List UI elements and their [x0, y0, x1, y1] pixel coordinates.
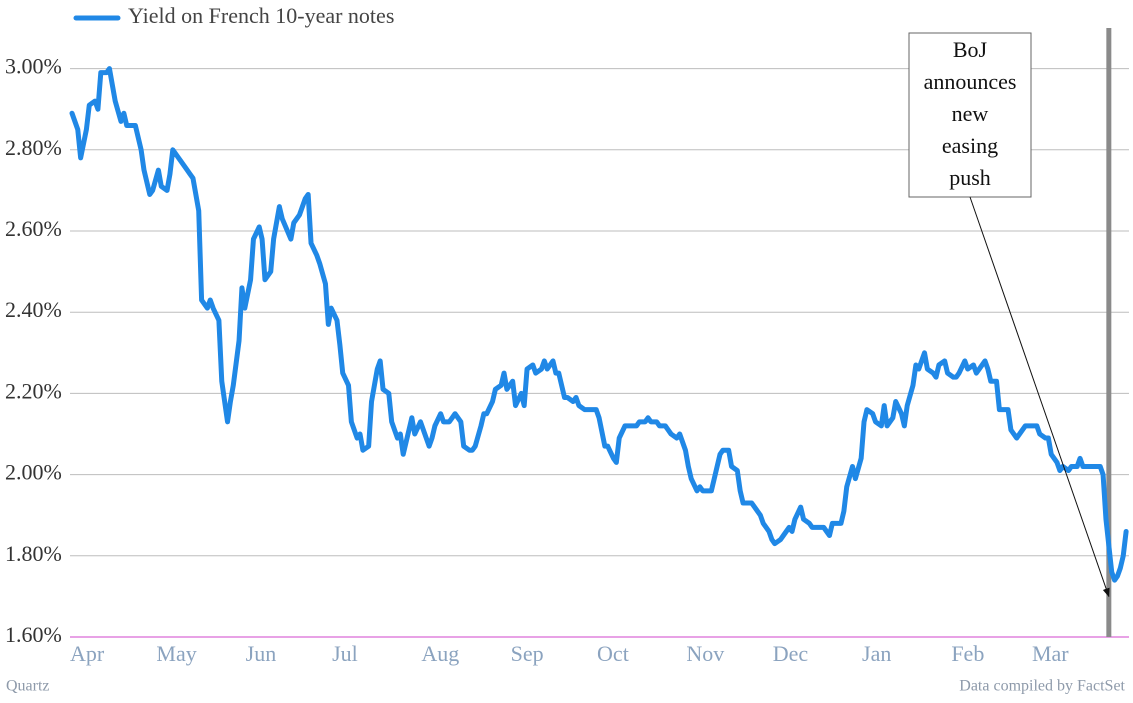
y-tick-label: 2.20% [5, 378, 62, 403]
x-tick-label: May [156, 641, 196, 666]
y-tick-label: 2.60% [5, 216, 62, 241]
y-tick-label: 2.00% [5, 460, 62, 485]
y-tick-label: 2.80% [5, 135, 62, 160]
x-tick-label: Apr [70, 641, 105, 666]
annotation-text: BoJ [953, 37, 988, 62]
x-tick-label: Sep [511, 641, 544, 666]
x-tick-label: Jul [332, 641, 358, 666]
credit: Quartz [6, 678, 50, 695]
legend-label: Yield on French 10-year notes [128, 3, 394, 28]
data-lines [69, 66, 1129, 583]
x-tick-label: Feb [951, 641, 984, 666]
x-tick-label: Oct [597, 641, 629, 666]
x-tick-label: Nov [686, 641, 724, 666]
annotation-arrow [969, 196, 1110, 598]
y-tick-label: 2.40% [5, 297, 62, 322]
x-tick-label: Mar [1032, 641, 1069, 666]
annotation-text: announces [924, 69, 1017, 94]
source: Data compiled by FactSet [959, 678, 1125, 695]
labels: 1.60% 1.80% 2.00% 2.20% 2.40% 2.60% 2.80% 3.00%… [5, 3, 1069, 666]
x-tick-label: Dec [773, 641, 809, 666]
annotation-text: easing [942, 133, 998, 158]
y-tick-label: 1.80% [5, 541, 62, 566]
x-tick-label: Aug [421, 641, 459, 666]
y-tick-label: 3.00% [5, 54, 62, 79]
annotation-text: push [949, 165, 991, 190]
annotations: BoJ announces new easing push [908, 32, 1110, 598]
x-tick-label: Jan [862, 641, 891, 666]
y-tick-label: 1.60% [5, 622, 62, 647]
x-tick-label: Jun [246, 641, 277, 666]
annotation-box [908, 32, 1032, 198]
data-line [69, 66, 1129, 583]
annotation-text: new [952, 101, 989, 126]
